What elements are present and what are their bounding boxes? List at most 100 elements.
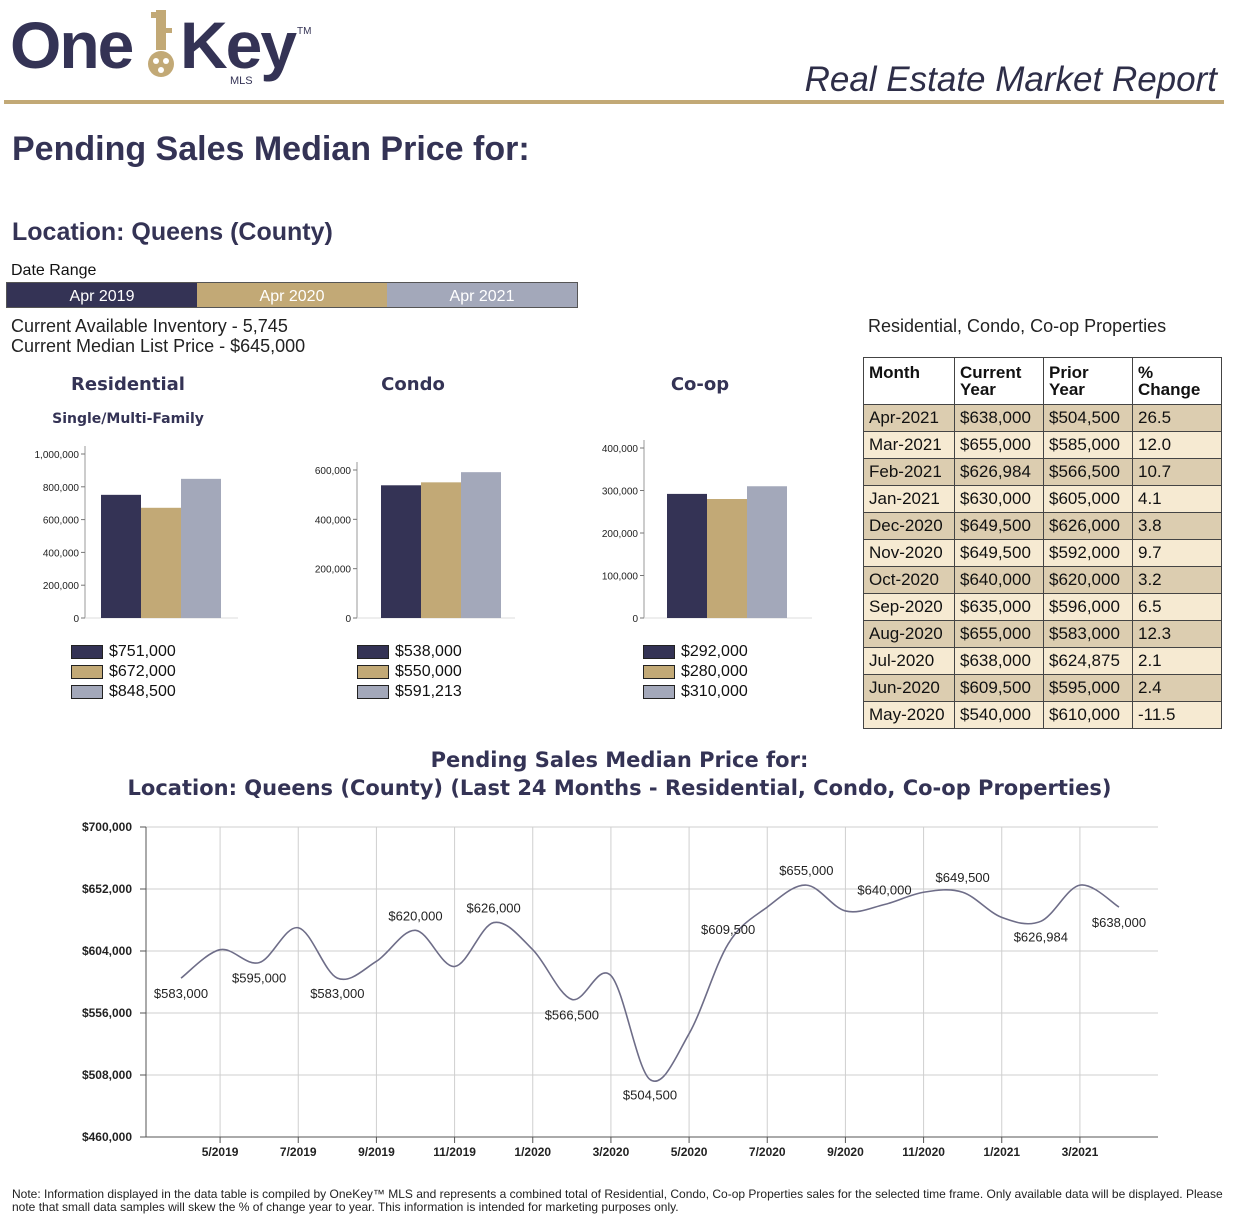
current-year-cell: $638,000 [954, 404, 1044, 432]
current-year-cell: $630,000 [954, 485, 1044, 513]
x-tick-label: 11/2020 [902, 1145, 945, 1159]
prior-year-cell: $585,000 [1043, 431, 1133, 459]
svg-text:One: One [10, 8, 133, 82]
column-header: Prior Year [1043, 357, 1133, 405]
column-header: Month [863, 357, 955, 405]
bar [461, 472, 501, 618]
legend-value: $550,000 [395, 663, 462, 680]
table-header-row: Month Current Year Prior Year % Change [863, 357, 1222, 405]
table-row: Mar-2021 $655,000 $585,000 12.0 [863, 431, 1222, 459]
key-icon [148, 10, 174, 77]
median-price-table: Month Current Year Prior Year % Change A… [863, 357, 1222, 729]
chart-title-coop: Co-op [670, 374, 730, 395]
page-title: Pending Sales Median Price for: [12, 130, 530, 168]
coop-bar-chart: 0 100,000 200,000 300,000 400,000 [602, 440, 812, 625]
table-row: Nov-2020 $649,500 $592,000 9.7 [863, 539, 1222, 567]
y-tick-label: $460,000 [82, 1130, 132, 1144]
percent-change-cell: 2.4 [1132, 674, 1222, 702]
date-range-bar: Apr 2019 Apr 2020 Apr 2021 [6, 282, 578, 308]
bar [101, 494, 141, 618]
data-label: $566,500 [545, 1007, 599, 1022]
table-row: Sep-2020 $635,000 $596,000 6.5 [863, 593, 1222, 621]
month-cell: Feb-2021 [863, 458, 955, 486]
x-tick-label: 1/2020 [514, 1145, 551, 1159]
y-tick-label: 800,000 [43, 483, 80, 494]
legend-value: $591,213 [395, 683, 462, 700]
date-range-period: Apr 2021 [387, 283, 577, 307]
month-cell: Dec-2020 [863, 512, 955, 540]
prior-year-cell: $624,875 [1043, 647, 1133, 675]
data-label: $595,000 [232, 971, 286, 986]
month-cell: Sep-2020 [863, 593, 955, 621]
month-cell: May-2020 [863, 701, 955, 729]
table-row: Oct-2020 $640,000 $620,000 3.2 [863, 566, 1222, 594]
prior-year-cell: $610,000 [1043, 701, 1133, 729]
y-tick-label: 200,000 [315, 565, 352, 576]
data-label: $583,000 [310, 986, 364, 1001]
legend-item: $310,000 [643, 682, 748, 702]
column-header: Current Year [954, 357, 1044, 405]
table-row: Aug-2020 $655,000 $583,000 12.3 [863, 620, 1222, 648]
month-cell: Nov-2020 [863, 539, 955, 567]
x-tick-label: 7/2020 [749, 1145, 786, 1159]
percent-change-cell: 26.5 [1132, 404, 1222, 432]
condo-legend: $538,000 $550,000 $591,213 [357, 642, 462, 702]
legend-value: $848,500 [109, 683, 176, 700]
logo-sub: MLS [230, 75, 253, 87]
percent-change-cell: 10.7 [1132, 458, 1222, 486]
x-tick-label: 9/2019 [358, 1145, 395, 1159]
table-row: May-2020 $540,000 $610,000 -11.5 [863, 701, 1222, 729]
y-tick-label: 100,000 [602, 572, 639, 583]
percent-change-cell: 12.3 [1132, 620, 1222, 648]
prior-year-cell: $596,000 [1043, 593, 1133, 621]
bar [667, 493, 707, 618]
month-cell: Jun-2020 [863, 674, 955, 702]
legend-value: $310,000 [681, 683, 748, 700]
bar [141, 507, 181, 618]
current-year-cell: $649,500 [954, 539, 1044, 567]
legend-value: $280,000 [681, 663, 748, 680]
prior-year-cell: $626,000 [1043, 512, 1133, 540]
y-tick-label: 0 [73, 614, 79, 625]
x-tick-label: 5/2020 [671, 1145, 708, 1159]
current-year-cell: $626,984 [954, 458, 1044, 486]
prior-year-cell: $504,500 [1043, 404, 1133, 432]
y-tick-label: 400,000 [602, 444, 639, 455]
date-range-label: Date Range [11, 262, 97, 279]
prior-year-cell: $595,000 [1043, 674, 1133, 702]
prior-year-cell: $566,500 [1043, 458, 1133, 486]
legend-item: $672,000 [71, 662, 176, 682]
percent-change-cell: 4.1 [1132, 485, 1222, 513]
y-tick-label: 200,000 [43, 581, 80, 592]
percent-change-cell: -11.5 [1132, 701, 1222, 729]
current-inventory: Current Available Inventory - 5,745 [11, 316, 288, 336]
onekey-mls-logo: One Key TM MLS [10, 8, 311, 87]
percent-change-cell: 9.7 [1132, 539, 1222, 567]
svg-text:Key: Key [180, 8, 297, 82]
line-chart-title-line1: Pending Sales Median Price for: [430, 748, 809, 772]
y-tick-label: 400,000 [43, 548, 80, 559]
data-label: $640,000 [857, 883, 911, 898]
bar [747, 486, 787, 618]
data-label: $609,500 [701, 922, 755, 937]
date-range-period: Apr 2019 [7, 283, 197, 307]
percent-change-cell: 6.5 [1132, 593, 1222, 621]
header-divider [4, 100, 1224, 104]
legend-item: $591,213 [357, 682, 462, 702]
legend-item: $280,000 [643, 662, 748, 682]
percent-change-cell: 3.8 [1132, 512, 1222, 540]
table-row: Dec-2020 $649,500 $626,000 3.8 [863, 512, 1222, 540]
y-tick-label: 600,000 [315, 466, 352, 477]
month-cell: Mar-2021 [863, 431, 955, 459]
chart-title-residential: Residential [71, 374, 185, 395]
legend-item: $550,000 [357, 662, 462, 682]
y-tick-label: 0 [632, 614, 638, 625]
month-cell: Jan-2021 [863, 485, 955, 513]
month-cell: Jul-2020 [863, 647, 955, 675]
residential-legend: $751,000 $672,000 $848,500 [71, 642, 176, 702]
legend-item: $848,500 [71, 682, 176, 702]
prior-year-cell: $592,000 [1043, 539, 1133, 567]
percent-change-cell: 12.0 [1132, 431, 1222, 459]
y-tick-label: $604,000 [82, 944, 132, 958]
line-chart-title: Pending Sales Median Price for: Location… [0, 746, 1239, 802]
